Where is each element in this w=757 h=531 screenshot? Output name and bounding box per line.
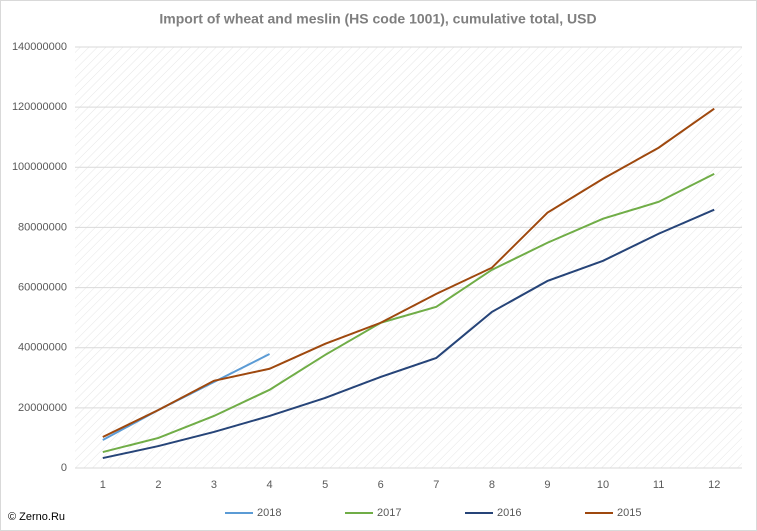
y-tick-label: 60000000 [18, 281, 67, 293]
legend-label: 2015 [617, 507, 641, 519]
x-tick-label: 3 [211, 479, 217, 491]
y-tick-label: 40000000 [18, 342, 67, 354]
line-series [102, 173, 715, 454]
y-tick-label: 80000000 [18, 221, 67, 233]
y-tick-label: 100000000 [12, 161, 67, 173]
chart-title: Import of wheat and meslin (HS code 1001… [159, 11, 596, 27]
line-series [102, 107, 715, 438]
x-tick-label: 11 [653, 479, 664, 491]
x-tick-label: 1 [100, 479, 106, 491]
legend-label: 2017 [377, 507, 401, 519]
x-tick-label: 9 [544, 479, 550, 491]
x-tick-label: 10 [597, 479, 609, 491]
legend-label: 2018 [257, 507, 281, 519]
line-series [102, 208, 715, 460]
y-tick-label: 120000000 [12, 101, 67, 113]
y-tick-label: 0 [61, 462, 67, 474]
y-tick-label: 140000000 [12, 41, 67, 53]
x-tick-label: 12 [708, 479, 720, 491]
source: © Zerno.Ru [8, 511, 65, 523]
legend-label: 2016 [497, 507, 521, 519]
x-tick-label: 8 [489, 479, 495, 491]
x-tick-label: 6 [378, 479, 384, 491]
x-tick-label: 2 [155, 479, 161, 491]
x-tick-label: 5 [322, 479, 328, 491]
x-tick-label: 7 [433, 479, 439, 491]
plot-area [75, 47, 742, 468]
x-tick-label: 4 [266, 479, 272, 491]
y-tick-label: 20000000 [18, 402, 67, 414]
